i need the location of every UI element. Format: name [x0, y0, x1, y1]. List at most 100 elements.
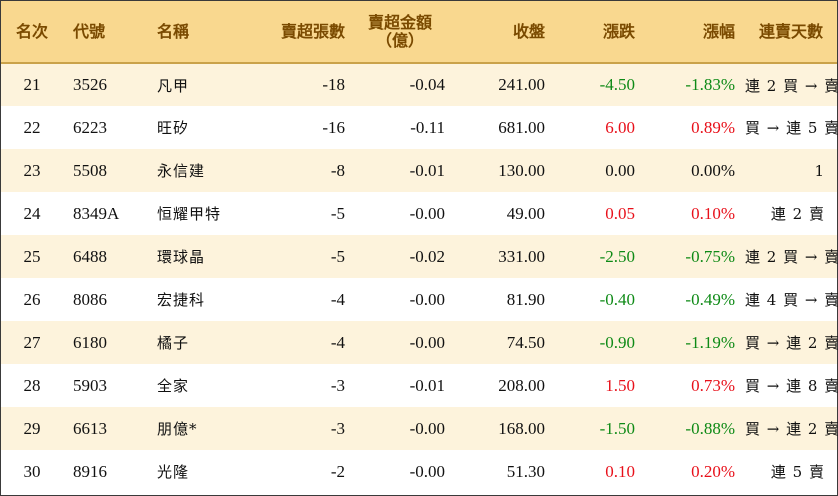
streak-cell: 連 4 買 → 賣 [745, 291, 838, 309]
change-cell: -1.50 [599, 418, 635, 438]
net-sell-lots-cell: -4 [330, 289, 345, 309]
streak-cell: 連 2 買 → 賣 [745, 248, 838, 266]
close-cell: 81.90 [506, 289, 545, 309]
net-sell-lots-cell: -5 [330, 246, 345, 266]
net-sell-lots-cell: -18 [322, 75, 345, 94]
net-sell-amount-cell: -0.00 [409, 461, 445, 481]
col-header-close: 收盤 [455, 1, 555, 64]
col-header-net-sell-lots: 賣超張數 [249, 1, 355, 64]
net-sell-lots-cell: -8 [330, 160, 345, 180]
rank-cell: 27 [23, 332, 41, 352]
change-cell: -0.90 [599, 332, 635, 352]
table-row: 26 8086 宏捷科 -4 -0.00 81.90 -0.40 -0.49% … [1, 278, 838, 321]
rank-cell: 29 [23, 418, 41, 438]
rank-cell: 26 [23, 289, 41, 309]
close-cell: 74.50 [506, 332, 545, 352]
table-row: 27 6180 橘子 -4 -0.00 74.50 -0.90 -1.19% 買… [1, 321, 838, 364]
streak-cell: 買 → 連 5 賣 [745, 119, 838, 137]
col-header-change-pct: 漲幅 [645, 1, 745, 64]
code-cell: 8349A [73, 203, 120, 223]
code-cell: 8086 [73, 289, 107, 309]
code-cell: 6223 [73, 117, 107, 137]
net-sell-lots-cell: -2 [330, 461, 345, 481]
table-row: 30 8916 光隆 -2 -0.00 51.30 0.10 0.20% 連 5… [1, 450, 837, 493]
rank-cell: 28 [23, 375, 41, 395]
rank-cell: 21 [23, 75, 41, 94]
close-cell: 241.00 [498, 75, 545, 94]
change-pct-cell: 0.73% [691, 375, 735, 395]
name-cell: 橘子 [157, 334, 190, 352]
close-cell: 208.00 [498, 375, 545, 395]
change-pct-cell: -0.49% [685, 289, 735, 309]
table-row: 22 6223 旺矽 -16 -0.11 681.00 6.00 0.89% 買… [1, 106, 838, 149]
change-pct-cell: -0.88% [685, 418, 735, 438]
net-sell-lots-cell: -3 [330, 375, 345, 395]
close-cell: 331.00 [498, 246, 545, 266]
close-cell: 130.00 [498, 160, 545, 180]
streak-cell: 連 2 賣 [770, 205, 825, 223]
code-cell: 6488 [73, 246, 107, 266]
streak-cell: 買 → 連 8 賣 [745, 377, 838, 395]
header-row: 名次 代號 名稱 賣超張數 賣超金額 （億） 收盤 漲跌 漲幅 連賣天數 [1, 1, 837, 64]
net-sell-amount-cell: -0.00 [409, 418, 445, 438]
rank-cell: 24 [23, 203, 41, 223]
close-cell: 681.00 [498, 117, 545, 137]
table-row: 29 6613 朋億* -3 -0.00 168.00 -1.50 -0.88%… [1, 407, 838, 450]
table-body: 21 3526 凡甲 -18 -0.04 241.00 -4.50 -1.83%… [1, 63, 838, 493]
change-pct-cell: 0.00% [691, 160, 735, 180]
streak-cell: 買 → 連 2 賣 [745, 334, 838, 352]
net-sell-amount-cell: -0.04 [409, 75, 445, 94]
table-row: 28 5903 全家 -3 -0.01 208.00 1.50 0.73% 買 … [1, 364, 838, 407]
change-cell: 0.05 [605, 203, 635, 223]
net-sell-amount-cell: -0.11 [410, 117, 445, 137]
rank-cell: 25 [23, 246, 41, 266]
net-sell-lots-cell: -4 [330, 332, 345, 352]
net-sell-amount-cell: -0.00 [409, 289, 445, 309]
col-header-change: 漲跌 [555, 1, 645, 64]
code-cell: 5508 [73, 160, 107, 180]
change-cell: -0.40 [599, 289, 635, 309]
name-cell: 永信建 [157, 162, 206, 180]
change-cell: -2.50 [599, 246, 635, 266]
rank-cell: 22 [23, 117, 41, 137]
code-cell: 3526 [73, 75, 107, 94]
change-pct-cell: -0.75% [685, 246, 735, 266]
change-pct-cell: 0.10% [691, 203, 735, 223]
change-pct-cell: -1.19% [685, 332, 735, 352]
net-sell-amount-cell: -0.01 [409, 160, 445, 180]
change-pct-cell: 0.20% [691, 461, 735, 481]
change-cell: -4.50 [599, 75, 635, 94]
table-row: 24 8349A 恒耀甲特 -5 -0.00 49.00 0.05 0.10% … [1, 192, 837, 235]
change-cell: 0.10 [605, 461, 635, 481]
name-cell: 全家 [157, 377, 190, 395]
net-sell-amount-cell: -0.00 [409, 203, 445, 223]
table-row: 23 5508 永信建 -8 -0.01 130.00 0.00 0.00% 1 [1, 149, 837, 192]
code-cell: 5903 [73, 375, 107, 395]
name-cell: 宏捷科 [157, 291, 206, 309]
change-pct-cell: -1.83% [685, 75, 735, 94]
code-cell: 8916 [73, 461, 107, 481]
streak-cell: 連 5 賣 [770, 463, 825, 481]
name-cell: 光隆 [157, 463, 190, 481]
name-cell: 旺矽 [157, 119, 190, 137]
rank-cell: 23 [23, 160, 41, 180]
name-cell: 朋億* [157, 420, 198, 438]
col-header-net-sell-amount: 賣超金額 （億） [355, 1, 455, 64]
net-sell-lots-cell: -5 [330, 203, 345, 223]
name-cell: 恒耀甲特 [157, 205, 222, 223]
table-row: 21 3526 凡甲 -18 -0.04 241.00 -4.50 -1.83%… [1, 63, 838, 106]
name-cell: 凡甲 [157, 76, 190, 95]
change-cell: 1.50 [605, 375, 635, 395]
net-sell-amount-cell: -0.00 [409, 332, 445, 352]
change-pct-cell: 0.89% [691, 117, 735, 137]
col-header-streak: 連賣天數 [745, 1, 837, 64]
change-cell: 0.00 [605, 160, 635, 180]
code-cell: 6613 [73, 418, 107, 438]
table-row: 25 6488 環球晶 -5 -0.02 331.00 -2.50 -0.75%… [1, 235, 838, 278]
col-header-code: 代號 [63, 1, 145, 64]
table-header: 名次 代號 名稱 賣超張數 賣超金額 （億） 收盤 漲跌 漲幅 連賣天數 [1, 1, 837, 64]
net-sell-amount-cell: -0.01 [409, 375, 445, 395]
name-cell: 環球晶 [157, 248, 206, 266]
change-cell: 6.00 [605, 117, 635, 137]
